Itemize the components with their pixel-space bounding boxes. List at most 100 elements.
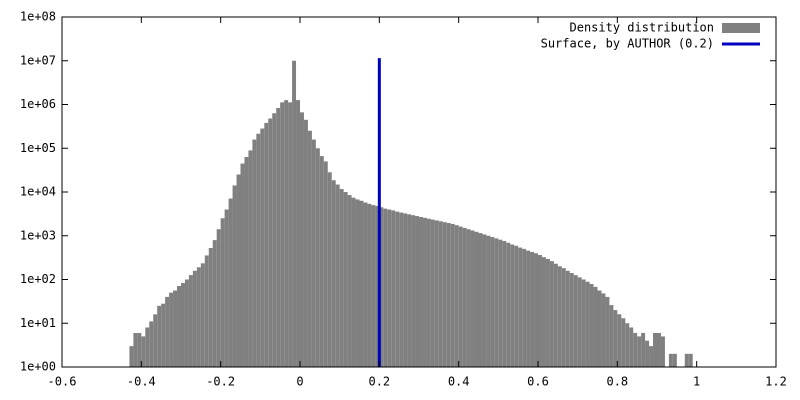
y-tick-label: 1e+02 <box>20 272 56 286</box>
histogram-bar <box>506 242 511 367</box>
x-tick-label: 0.6 <box>527 375 549 389</box>
histogram-bar <box>510 244 515 367</box>
histogram-bar <box>641 332 646 367</box>
histogram-bar <box>177 286 181 367</box>
histogram-bar <box>391 210 396 367</box>
histogram-bar <box>660 336 665 367</box>
histogram-bar <box>383 208 388 367</box>
histogram-bar <box>569 272 574 367</box>
histogram-bar <box>565 270 570 367</box>
histogram-bar <box>296 100 300 367</box>
histogram-bar <box>232 185 237 367</box>
y-tick-label: 1e+04 <box>20 185 56 199</box>
histogram-bar <box>240 163 245 367</box>
histogram-bar <box>216 229 221 367</box>
histogram-bar <box>347 195 352 367</box>
histogram-bar <box>252 139 257 367</box>
histogram-bar <box>415 216 419 367</box>
x-tick-label: 0.2 <box>368 375 390 389</box>
histogram-bar <box>331 180 336 367</box>
histogram-bar <box>593 286 598 367</box>
x-tick-label: -0.6 <box>48 375 77 389</box>
histogram-bar <box>438 221 443 367</box>
histogram-bar <box>260 128 265 367</box>
histogram-bar <box>149 321 154 367</box>
histogram-bar <box>617 314 622 367</box>
histogram-bar <box>165 296 170 367</box>
histogram-bar <box>311 139 316 367</box>
y-tick-label: 1e+08 <box>20 10 56 24</box>
histogram-bar <box>454 225 459 367</box>
histogram-bar <box>668 353 673 367</box>
histogram-bar <box>280 102 285 367</box>
histogram-bar <box>184 279 189 367</box>
histogram-bar <box>502 240 507 367</box>
histogram-bar <box>422 217 427 367</box>
histogram-bar <box>577 277 582 367</box>
histogram-bar <box>601 293 606 367</box>
histogram-bar <box>181 283 185 367</box>
histogram-bar <box>545 258 550 367</box>
histogram-bar <box>379 207 384 367</box>
histogram-bar <box>466 229 471 367</box>
histogram-bar <box>478 233 483 367</box>
y-tick-label: 1e+01 <box>20 316 56 330</box>
x-tick-label: -0.2 <box>206 375 235 389</box>
histogram-bar <box>474 231 479 367</box>
histogram-bar <box>323 161 328 367</box>
histogram-bar <box>629 327 634 367</box>
x-tick-label: 0 <box>296 375 303 389</box>
histogram-bar <box>561 268 566 367</box>
histogram-bar <box>256 133 261 367</box>
histogram-bar <box>204 255 209 367</box>
histogram-bar <box>399 212 404 367</box>
histogram-bar <box>236 174 241 367</box>
histogram-bar <box>300 112 304 368</box>
histogram-bar <box>355 199 360 367</box>
histogram-bar <box>625 323 630 367</box>
histogram-bar <box>553 263 558 367</box>
histogram-bar <box>137 332 142 367</box>
histogram-bar <box>272 113 277 367</box>
x-tick-label: 0.8 <box>606 375 628 389</box>
histogram-bar <box>212 240 217 367</box>
histogram-bar <box>581 279 586 367</box>
histogram-bar <box>284 100 289 367</box>
histogram-bar <box>605 296 610 367</box>
histogram-bar <box>645 340 650 367</box>
histogram-bar <box>244 156 249 367</box>
histogram-bar <box>145 327 150 367</box>
histogram-bar <box>490 237 495 367</box>
histogram-bar <box>339 189 344 367</box>
histogram-bar <box>518 247 523 367</box>
histogram-bar <box>224 209 229 367</box>
histogram-bar <box>133 332 138 367</box>
histogram-bar <box>498 239 503 367</box>
y-tick-label: 1e+05 <box>20 141 56 155</box>
histogram-bar <box>557 266 562 367</box>
histogram-bar <box>359 200 364 367</box>
histogram-bar <box>292 60 297 367</box>
histogram-bar <box>303 119 308 368</box>
histogram-bar <box>621 318 626 367</box>
histogram-bar <box>514 245 519 367</box>
histogram-bar <box>486 235 491 367</box>
histogram-bar <box>208 247 213 367</box>
x-tick-label: 0.4 <box>448 375 470 389</box>
legend-label: Density distribution <box>570 21 715 35</box>
histogram-bar <box>522 248 527 367</box>
histogram-bar <box>375 205 380 367</box>
x-tick-label: 1.2 <box>765 375 787 389</box>
histogram-bar <box>450 223 455 367</box>
histogram-bar <box>684 353 689 367</box>
histogram-bar <box>307 130 312 367</box>
histogram-bar <box>200 263 205 367</box>
histogram-bar <box>442 222 447 367</box>
histogram-bar <box>534 253 538 367</box>
x-tick-label: -0.4 <box>127 375 156 389</box>
histogram-bar <box>653 332 657 367</box>
histogram-bar <box>335 184 340 367</box>
histogram-bar <box>264 122 269 368</box>
histogram-bar <box>411 215 416 367</box>
